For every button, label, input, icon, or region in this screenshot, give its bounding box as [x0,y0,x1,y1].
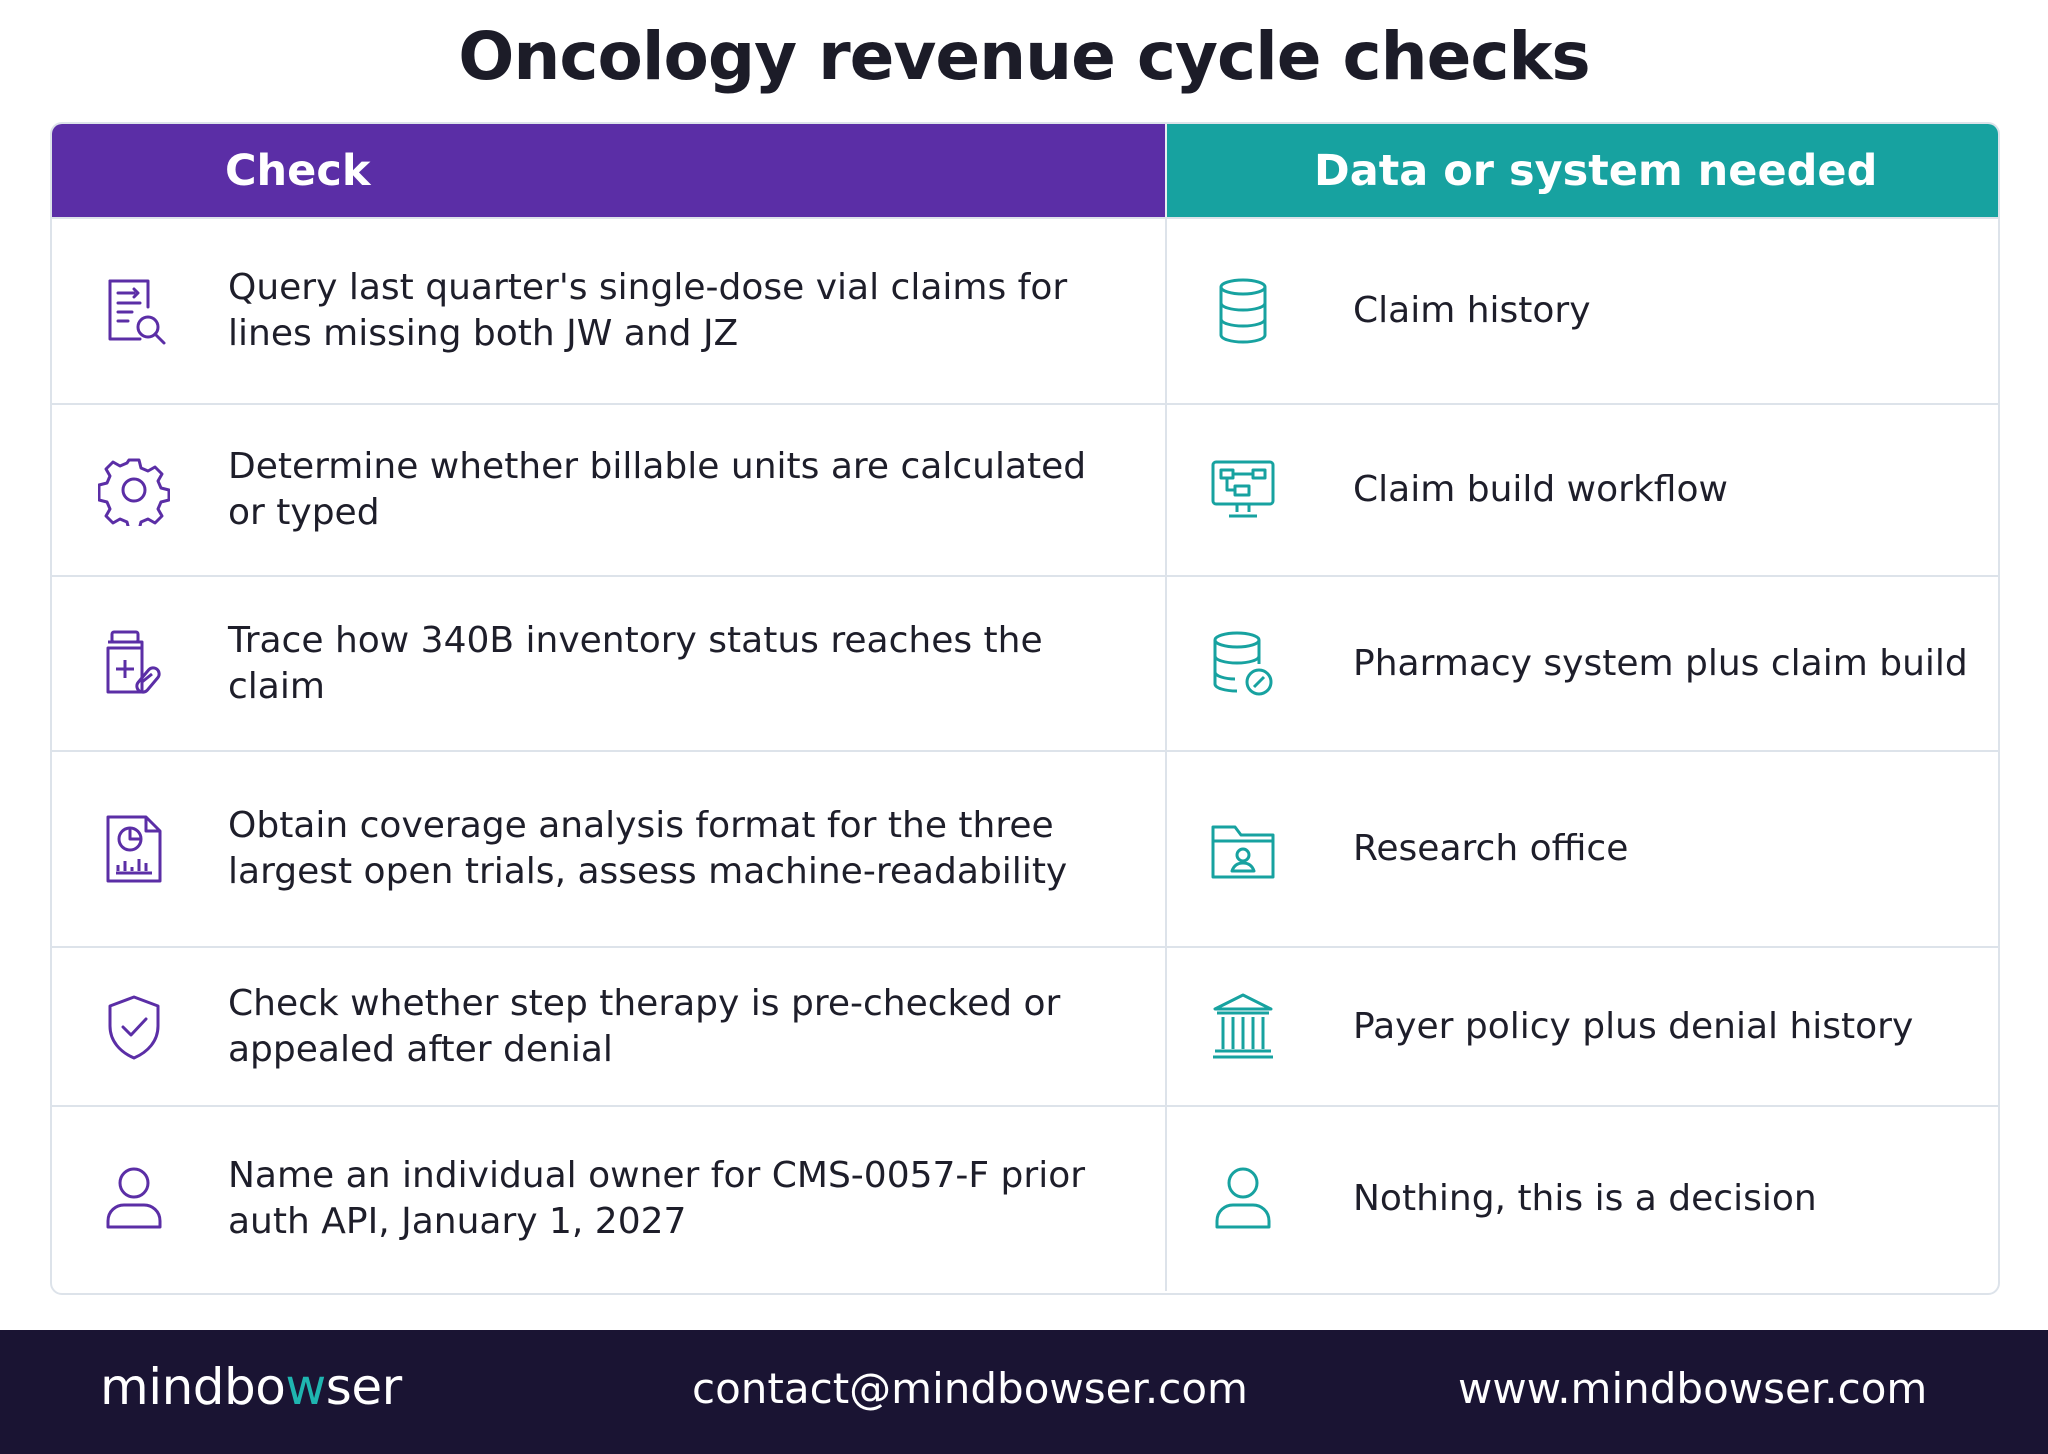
brand-suffix: ser [325,1358,402,1416]
check-cell: Query last quarter's single-dose vial cl… [52,219,1165,403]
report-chart-icon [106,815,162,883]
user-icon [106,1167,162,1229]
shield-check-icon [108,995,160,1059]
document-search-icon [108,279,166,345]
data-text: Claim build workflow [1353,469,1728,510]
footer: mindbowser contact@mindbowser.com www.mi… [0,1330,2048,1454]
table-header: Check Data or system needed [52,124,1998,217]
data-cell: Claim build workflow [1165,405,1998,575]
data-text: Claim history [1353,290,1591,331]
check-cell: Trace how 340B inventory status reaches … [52,577,1165,750]
check-text: Query last quarter's single-dose vial cl… [228,267,1068,354]
check-cell: Name an individual owner for CMS-0057-F … [52,1107,1165,1291]
folder-user-icon [1211,825,1275,879]
data-text: Payer policy plus denial history [1353,1005,1914,1047]
header-data-needed: Data or system needed [1165,124,1998,217]
table-row: Check whether step therapy is pre-checke… [52,946,1998,1105]
brand-logo: mindbowser [100,1358,402,1416]
check-text: Obtain coverage analysis format for the … [228,805,1068,892]
monitor-workflow-icon [1211,460,1275,518]
medicine-bottle-icon [106,630,161,694]
table-row: Query last quarter's single-dose vial cl… [52,217,1998,403]
contact-email[interactable]: contact@mindbowser.com [692,1364,1248,1413]
header-check: Check [52,124,1165,217]
brand-prefix: mindbo [100,1358,286,1416]
check-cell: Determine whether billable units are cal… [52,405,1165,575]
data-cell: Research office [1165,752,1998,946]
table-row: Determine whether billable units are cal… [52,403,1998,575]
bank-building-icon [1213,993,1273,1058]
database-icon [1219,278,1267,344]
database-link-icon [1213,631,1273,695]
data-text: Pharmacy system plus claim build [1353,642,1968,684]
website-link[interactable]: www.mindbowser.com [1458,1364,1928,1413]
check-text: Name an individual owner for CMS-0057-F … [228,1155,1086,1242]
data-text: Nothing, this is a decision [1353,1178,1817,1219]
user-icon [1215,1167,1271,1229]
check-cell: Obtain coverage analysis format for the … [52,752,1165,946]
checks-table: Check Data or system needed Query last q… [50,122,2000,1295]
data-text: Research office [1353,828,1629,869]
table-row: Obtain coverage analysis format for the … [52,750,1998,946]
page-title: Oncology revenue cycle checks [458,18,1590,95]
data-cell: Claim history [1165,219,1998,403]
gear-icon [98,458,170,526]
check-text: Check whether step therapy is pre-checke… [228,982,1061,1070]
data-cell: Payer policy plus denial history [1165,948,1998,1105]
check-cell: Check whether step therapy is pre-checke… [52,948,1165,1105]
table-row: Trace how 340B inventory status reaches … [52,575,1998,750]
brand-accent: w [285,1358,326,1416]
data-cell: Nothing, this is a decision [1165,1107,1998,1291]
data-cell: Pharmacy system plus claim build [1165,577,1998,750]
table-row: Name an individual owner for CMS-0057-F … [52,1105,1998,1291]
check-text: Determine whether billable units are cal… [228,446,1087,533]
check-text: Trace how 340B inventory status reaches … [228,619,1043,707]
